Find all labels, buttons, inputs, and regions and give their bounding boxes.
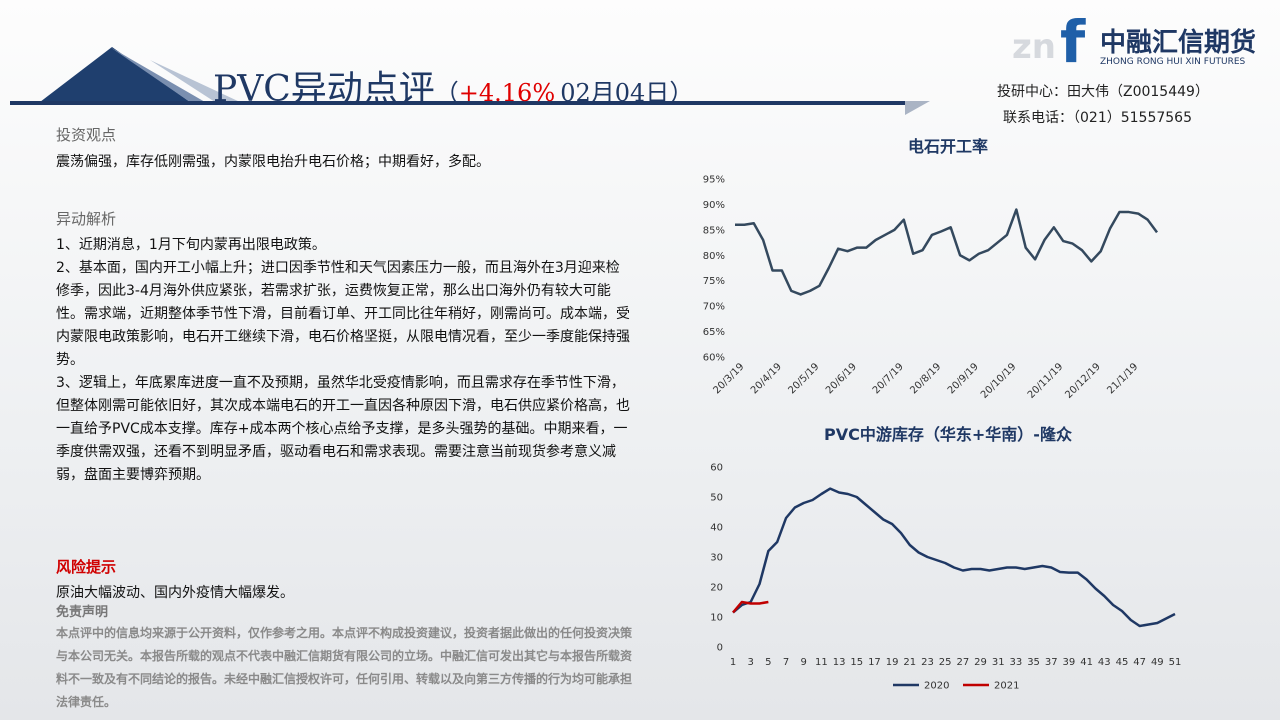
x-tick-label: 25 <box>939 657 952 668</box>
x-tick-label: 31 <box>992 657 1005 668</box>
x-tick-label: 20/9/19 <box>946 361 981 396</box>
x-tick-label: 11 <box>815 657 828 668</box>
x-tick-label: 33 <box>1010 657 1023 668</box>
header: PVC异动点评（+4.16% 02月04日） <box>213 60 693 112</box>
x-tick-label: 17 <box>868 657 881 668</box>
x-tick-label: 20/11/19 <box>1026 361 1066 401</box>
disclaimer-heading: 免责声明 <box>56 605 109 620</box>
x-tick-label: 20/7/19 <box>871 361 906 396</box>
x-tick-label: 29 <box>974 657 987 668</box>
x-tick-label: 21 <box>903 657 916 668</box>
x-tick-label: 41 <box>1080 657 1093 668</box>
paragraph: 1、近期消息，1月下旬内蒙再出限电政策。 <box>56 237 326 253</box>
y-tick-label: 30 <box>710 553 723 564</box>
logo-name: 中融汇信期货 <box>1100 28 1257 58</box>
chart-title: PVC中游库存（华东+华南）-隆众 <box>824 425 1073 444</box>
y-tick-label: 95% <box>703 175 725 186</box>
section-heading: 投资观点 <box>56 126 117 144</box>
contact: 联系电话：（021）51557565 <box>1003 110 1192 126</box>
logo-english: ZHONG RONG HUI XIN FUTURES <box>1100 57 1246 67</box>
logo-mark: f <box>1060 8 1086 76</box>
triangle <box>40 47 190 102</box>
change: +4.16% <box>458 79 556 107</box>
legend-label: 2020 <box>924 681 949 692</box>
x-tick-label: 37 <box>1045 657 1058 668</box>
series-line <box>732 487 1176 628</box>
x-tick-label: 9 <box>801 657 807 668</box>
x-tick-label: 20/10/19 <box>979 361 1019 401</box>
paren: ） <box>669 79 694 107</box>
x-tick-label: 20/3/19 <box>711 361 746 396</box>
x-tick-label: 23 <box>921 657 934 668</box>
paren: （ <box>434 79 459 107</box>
x-tick-label: 7 <box>783 657 789 668</box>
date: 02月04日 <box>560 79 670 107</box>
y-tick-label: 60 <box>710 463 723 474</box>
triangle <box>110 47 205 102</box>
paragraph: 3、逻辑上，年底累库进度一直不及预期，虽然华北受疫情影响，而且需求存在季节性下滑… <box>56 375 630 483</box>
x-tick-label: 19 <box>886 657 899 668</box>
x-tick-label: 13 <box>833 657 846 668</box>
x-tick-label: 3 <box>747 657 753 668</box>
x-tick-label: 35 <box>1027 657 1040 668</box>
y-tick-label: 50 <box>710 493 723 504</box>
title: PVC异动点评 <box>213 69 435 110</box>
x-tick-label: 27 <box>956 657 969 668</box>
header-bar <box>10 101 905 105</box>
series-line <box>732 600 769 614</box>
x-tick-label: 1 <box>730 657 736 668</box>
y-tick-label: 10 <box>710 613 723 624</box>
paragraph: 2、基本面，国内开工小幅上升；进口因季节性和天气因素压力一般，而且海外在3月迎来… <box>56 260 630 368</box>
x-tick-label: 20/12/19 <box>1063 361 1103 401</box>
series-line <box>735 208 1159 296</box>
x-tick-label: 20/4/19 <box>749 361 784 396</box>
legend-label: 2021 <box>994 681 1019 692</box>
triangle <box>150 60 240 102</box>
chart-title: 电石开工率 <box>908 137 988 156</box>
y-tick-label: 90% <box>703 200 725 211</box>
x-tick-label: 21/1/19 <box>1105 361 1140 396</box>
y-tick-label: 65% <box>703 327 725 338</box>
x-tick-label: 5 <box>765 657 771 668</box>
disclaimer-text: 本点评中的信息均来源于公开资料，仅作参考之用。本点评不构成投资建议，投资者据此做… <box>56 626 633 709</box>
section-heading: 风险提示 <box>56 558 117 576</box>
y-tick-label: 80% <box>703 251 725 262</box>
x-tick-label: 20/8/19 <box>908 361 943 396</box>
y-tick-label: 0 <box>717 643 723 654</box>
y-tick-label: 60% <box>703 353 725 364</box>
x-tick-label: 20/5/19 <box>786 361 821 396</box>
contact: 投研中心：田大伟（Z0015449） <box>997 84 1209 100</box>
x-tick-label: 47 <box>1133 657 1146 668</box>
logo-watermark: zn <box>1012 27 1056 67</box>
x-tick-label: 15 <box>850 657 863 668</box>
analysis: 1、近期消息，1月下旬内蒙再出限电政策。 2、基本面，国内开工小幅上升；进口因季… <box>56 234 631 487</box>
header-bar-end <box>905 101 930 115</box>
view-text: 震荡偏强，库存低刚需强，内蒙限电抬升电石价格；中期看好，多配。 <box>56 154 490 170</box>
section-heading: 异动解析 <box>56 210 117 228</box>
x-tick-label: 20/6/19 <box>824 361 859 396</box>
y-tick-label: 70% <box>703 302 725 313</box>
y-tick-label: 40 <box>710 523 723 534</box>
x-tick-label: 43 <box>1098 657 1111 668</box>
y-tick-label: 75% <box>703 276 725 287</box>
y-tick-label: 85% <box>703 225 725 236</box>
risk-text: 原油大幅波动、国内外疫情大幅爆发。 <box>56 585 294 601</box>
x-tick-label: 45 <box>1116 657 1129 668</box>
x-tick-label: 51 <box>1169 657 1182 668</box>
y-tick-label: 20 <box>710 583 723 594</box>
x-tick-label: 39 <box>1063 657 1076 668</box>
x-tick-label: 49 <box>1151 657 1164 668</box>
